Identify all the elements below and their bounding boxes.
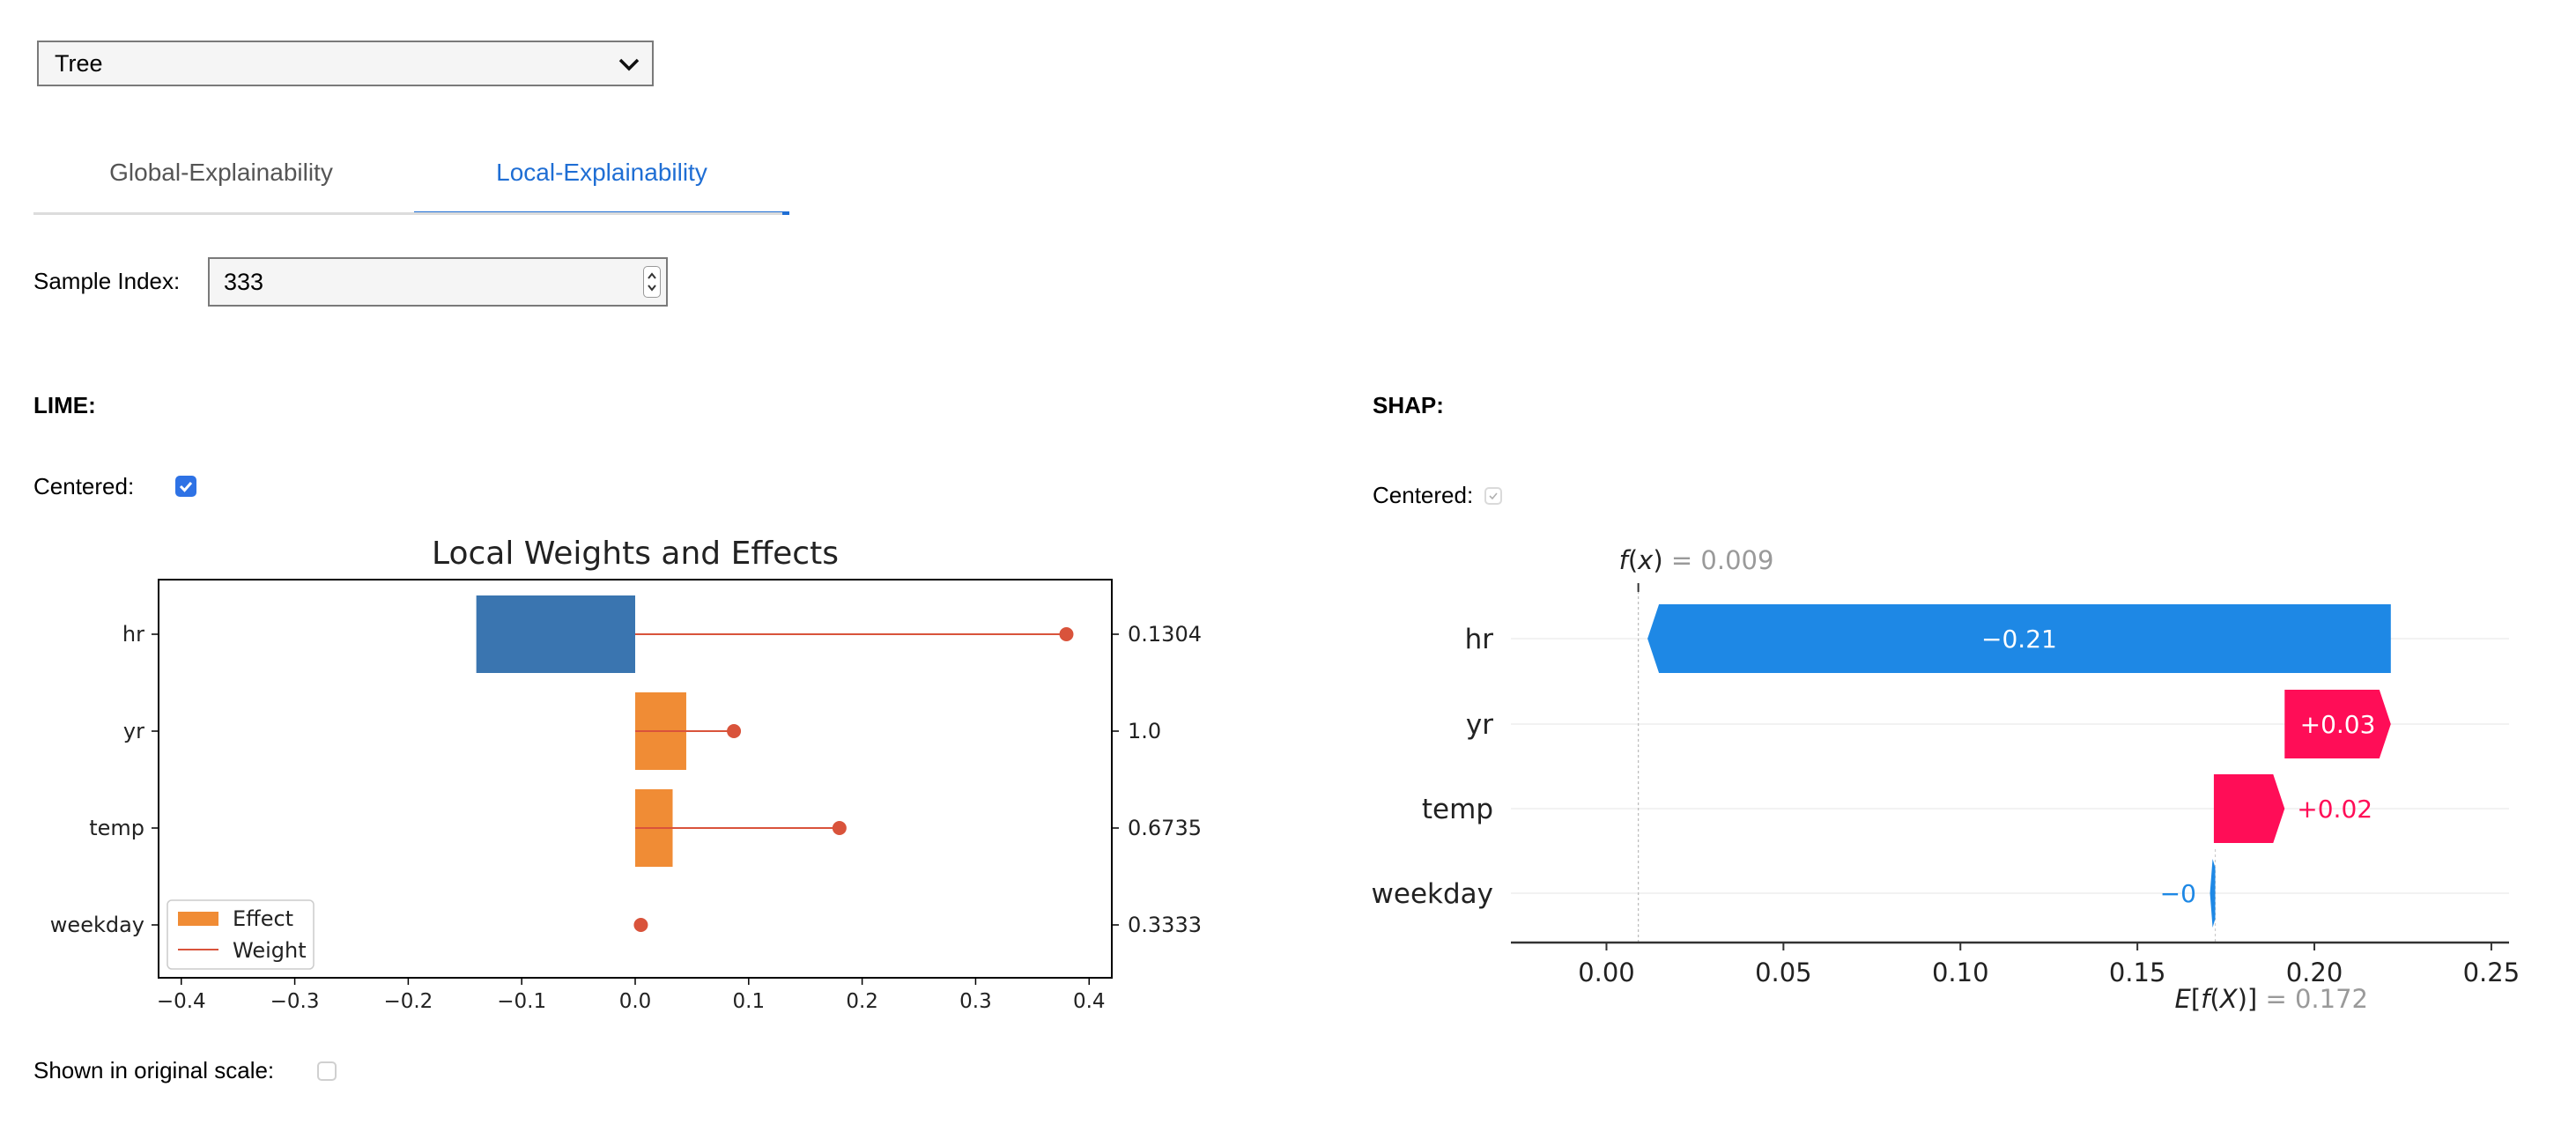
stepper-icon[interactable] <box>643 266 661 298</box>
weight-point <box>727 724 742 738</box>
weight-point <box>1059 627 1074 641</box>
lime-centered-checkbox[interactable] <box>175 476 196 497</box>
sample-index-label: Sample Index: <box>33 268 181 294</box>
check-icon <box>179 482 193 492</box>
x-tick-label: 0.4 <box>1073 990 1106 1013</box>
shap-centered-label: Centered: <box>1373 482 1474 508</box>
chevron-down-icon <box>618 58 640 71</box>
x-tick-label: 0.1 <box>733 990 766 1013</box>
tab-divider <box>33 212 782 215</box>
feature-label: temp <box>1422 794 1493 825</box>
right-tick-label: 1.0 <box>1128 719 1161 743</box>
original-scale-label: Shown in original scale: <box>33 1057 275 1083</box>
lime-chart: Local Weights and Effects hr 0.1304 yr 1.0 te… <box>50 536 1202 1013</box>
shap-chart: −0.21 hr +0.03 yr +0.02 temp −0 weekday 0.00 0.05… <box>1372 545 2520 1014</box>
lime-centered-label: Centered: <box>33 473 135 499</box>
negative-contribution-bar <box>2210 859 2216 928</box>
model-select[interactable]: Tree <box>37 41 654 86</box>
right-tick-label: 0.3333 <box>1128 913 1202 937</box>
contribution-label: −0 <box>2160 879 2196 908</box>
y-tick-label: temp <box>89 816 144 840</box>
x-tick-label: −0.1 <box>497 990 546 1013</box>
y-tick-label: weekday <box>50 913 144 937</box>
x-tick-label: 0.00 <box>1578 958 1635 987</box>
legend-effect-label: Effect <box>233 906 293 931</box>
contribution-label: +0.03 <box>2300 710 2376 739</box>
y-tick-label: hr <box>122 622 144 647</box>
feature-label: weekday <box>1372 878 1493 910</box>
weight-point <box>832 821 847 835</box>
tab-label: Local-Explainability <box>496 159 707 186</box>
weight-point <box>633 918 648 932</box>
x-tick-label: 0.2 <box>846 990 878 1013</box>
y-tick-label: yr <box>123 719 144 743</box>
feature-label: hr <box>1465 624 1494 655</box>
negative-contribution-bar <box>1647 604 2391 673</box>
x-tick-label: −0.3 <box>270 990 320 1013</box>
efx-annotation: E[f(X)] = 0.172 <box>2175 984 2368 1014</box>
positive-contribution-bar <box>2284 690 2391 758</box>
right-tick-label: 0.6735 <box>1128 816 1202 840</box>
fx-value: = 0.009 <box>1671 545 1774 575</box>
x-tick-label: −0.2 <box>383 990 433 1013</box>
contribution-label: −0.21 <box>1981 625 2057 654</box>
original-scale-checkbox[interactable] <box>317 1061 337 1081</box>
positive-contribution-bar <box>2213 774 2285 843</box>
lime-heading: LIME: <box>33 392 96 418</box>
efx-value: = 0.172 <box>2265 984 2368 1014</box>
legend-effect-swatch <box>178 912 218 926</box>
right-tick-label: 0.1304 <box>1128 622 1202 647</box>
check-icon <box>1489 492 1498 500</box>
feature-label: yr <box>1466 709 1493 741</box>
contribution-label: +0.02 <box>2297 795 2372 824</box>
model-select-value: Tree <box>55 49 103 77</box>
tab-global-explainability[interactable]: Global-Explainability <box>33 134 409 211</box>
x-tick-label: 0.10 <box>1932 958 1989 987</box>
x-tick-label: 0.0 <box>619 990 652 1013</box>
shap-heading: SHAP: <box>1373 392 1444 418</box>
chart-title: Local Weights and Effects <box>432 536 839 572</box>
x-tick-label: 0.15 <box>2109 958 2166 987</box>
fx-annotation: f(x) = 0.009 <box>1619 545 1774 575</box>
effect-bar <box>476 595 635 673</box>
tab-label: Global-Explainability <box>109 159 333 186</box>
x-tick-label: 0.3 <box>959 990 992 1013</box>
x-tick-label: 0.20 <box>2286 958 2343 987</box>
sample-index-value: 333 <box>224 268 264 295</box>
x-tick-label: −0.4 <box>157 990 206 1013</box>
shap-centered-checkbox[interactable] <box>1484 487 1502 505</box>
explainability-tabs: Global-Explainability Local-Explainabili… <box>33 134 789 215</box>
x-tick-label: 0.25 <box>2463 958 2520 987</box>
x-tick-label: 0.05 <box>1755 958 1812 987</box>
sample-index-input[interactable]: 333 <box>208 257 668 307</box>
legend-weight-label: Weight <box>233 938 307 963</box>
